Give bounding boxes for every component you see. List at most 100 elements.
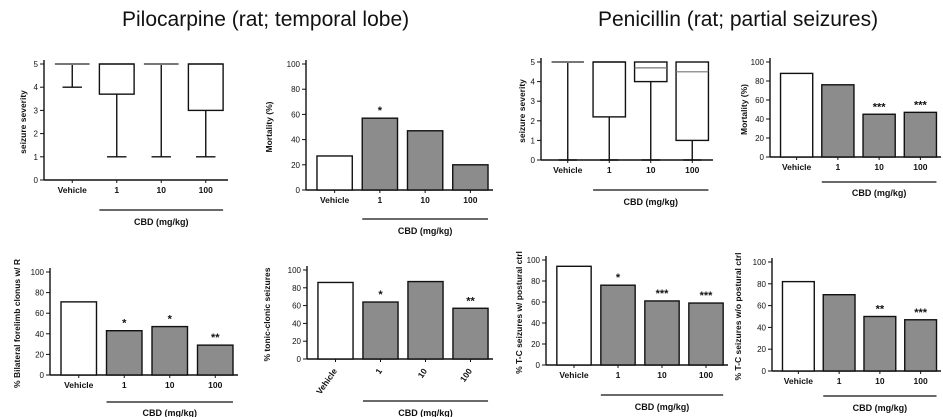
chart-penicillin-mortality: 0 20 40 60 80 100 Mortality (%) *** *** Vehicle 1 1… bbox=[739, 58, 941, 198]
bar bbox=[196, 344, 234, 376]
bar bbox=[105, 330, 143, 376]
y-tick-label: 20 bbox=[35, 350, 44, 359]
significance-label: ** bbox=[876, 304, 885, 316]
y-tick-label: 40 bbox=[291, 136, 300, 145]
y-tick-label: 0 bbox=[762, 367, 767, 376]
y-tick-label: 80 bbox=[531, 277, 540, 286]
bar bbox=[452, 164, 489, 191]
x-tick-label: 10 bbox=[420, 195, 430, 205]
bar bbox=[863, 315, 897, 372]
x-tick-label: 100 bbox=[699, 370, 713, 380]
x-tick-label: 100 bbox=[463, 195, 477, 205]
y-tick-label: 2 bbox=[34, 130, 39, 139]
bar bbox=[556, 265, 592, 366]
y-tick-label: 80 bbox=[755, 77, 764, 86]
y-axis-label: % Bilateral forelimb clonus w/ R bbox=[12, 259, 22, 388]
bar bbox=[644, 300, 680, 366]
y-tick-label: 3 bbox=[531, 97, 536, 106]
y-tick-label: 100 bbox=[753, 258, 767, 267]
x-tick-label: Vehicle bbox=[320, 195, 350, 205]
group-label: CBD (mg/kg) bbox=[852, 188, 907, 198]
significance-label: ** bbox=[466, 295, 475, 307]
y-axis-label: seizure severity bbox=[517, 79, 527, 143]
y-axis-label: % T-C seizures w/o postural ctrl bbox=[733, 252, 743, 380]
x-tick-label: 10 bbox=[165, 380, 175, 390]
title-pilocarpine: Pilocarpine (rat; temporal lobe) bbox=[122, 8, 410, 31]
bar bbox=[362, 301, 399, 360]
y-tick-label: 80 bbox=[291, 85, 300, 94]
x-tick-label: 1 bbox=[114, 185, 119, 195]
significance-label: *** bbox=[700, 290, 714, 302]
bar bbox=[407, 280, 444, 360]
y-axis-label: seizure severity bbox=[18, 90, 28, 154]
box bbox=[633, 61, 668, 83]
y-tick-label: 80 bbox=[292, 284, 301, 293]
y-tick-label: 100 bbox=[31, 268, 45, 277]
y-tick-label: 20 bbox=[755, 134, 764, 143]
box bbox=[187, 63, 224, 112]
y-tick-label: 1 bbox=[34, 153, 39, 162]
x-tick-label: 1 bbox=[373, 366, 384, 376]
y-tick-label: 60 bbox=[35, 309, 44, 318]
x-tick-label: 1 bbox=[837, 376, 842, 386]
significance-label: *** bbox=[914, 307, 928, 319]
y-tick-label: 5 bbox=[34, 60, 39, 69]
significance-label: * bbox=[378, 105, 383, 117]
group-label: CBD (mg/kg) bbox=[143, 408, 198, 417]
x-tick-label: Vehicle bbox=[784, 376, 814, 386]
bar bbox=[452, 307, 489, 360]
box bbox=[675, 61, 710, 142]
group-label: CBD (mg/kg) bbox=[398, 408, 453, 417]
chart-penicillin-tc-without-postural: 0 20 40 60 80 100 % T-C seizures w/o postural … bbox=[733, 252, 941, 413]
significance-label: ** bbox=[211, 332, 220, 344]
bar bbox=[821, 84, 855, 158]
y-axis-label: Mortality (%) bbox=[264, 101, 274, 152]
title-penicillin: Penicillin (rat; partial seizures) bbox=[598, 8, 879, 31]
bar bbox=[688, 302, 724, 366]
y-axis-label: % T-C seizures w/ postural ctrl bbox=[514, 251, 524, 374]
x-tick-label: 100 bbox=[458, 366, 474, 384]
y-axis-label: % tonic-clonic seizures bbox=[262, 267, 272, 361]
significance-label: * bbox=[378, 289, 383, 301]
group-label: CBD (mg/kg) bbox=[398, 226, 453, 236]
x-tick-label: 100 bbox=[914, 376, 928, 386]
x-tick-label: 1 bbox=[122, 380, 127, 390]
y-tick-label: 20 bbox=[291, 161, 300, 170]
y-tick-label: 20 bbox=[531, 340, 540, 349]
y-tick-label: 4 bbox=[34, 83, 39, 92]
x-tick-label: 10 bbox=[157, 185, 167, 195]
x-tick-label: 10 bbox=[416, 366, 430, 380]
bar bbox=[903, 111, 938, 158]
x-tick-label: 100 bbox=[685, 165, 699, 175]
x-tick-label: 10 bbox=[874, 162, 884, 172]
y-tick-label: 1 bbox=[531, 136, 536, 145]
x-tick-label: 10 bbox=[657, 370, 667, 380]
bar bbox=[316, 155, 353, 191]
y-tick-label: 20 bbox=[292, 337, 301, 346]
y-tick-label: 60 bbox=[291, 110, 300, 119]
bar bbox=[779, 72, 814, 158]
bar bbox=[904, 319, 938, 372]
y-tick-label: 80 bbox=[35, 289, 44, 298]
bar bbox=[406, 130, 444, 191]
y-tick-label: 100 bbox=[287, 60, 301, 69]
significance-label: * bbox=[168, 314, 173, 326]
bar bbox=[822, 294, 856, 372]
group-label: CBD (mg/kg) bbox=[853, 403, 908, 413]
y-tick-label: 40 bbox=[757, 323, 766, 332]
y-tick-label: 100 bbox=[527, 256, 541, 265]
y-tick-label: 5 bbox=[531, 58, 536, 67]
x-tick-label: Vehicle bbox=[58, 185, 88, 195]
y-tick-label: 60 bbox=[755, 96, 764, 105]
box bbox=[98, 63, 135, 95]
box bbox=[592, 61, 627, 118]
group-label: CBD (mg/kg) bbox=[635, 402, 690, 412]
y-tick-label: 0 bbox=[531, 156, 536, 165]
y-axis-label: Mortality (%) bbox=[739, 84, 749, 135]
y-tick-label: 100 bbox=[751, 58, 765, 67]
x-tick-label: Vehicle bbox=[314, 366, 339, 396]
y-tick-label: 60 bbox=[292, 302, 301, 311]
